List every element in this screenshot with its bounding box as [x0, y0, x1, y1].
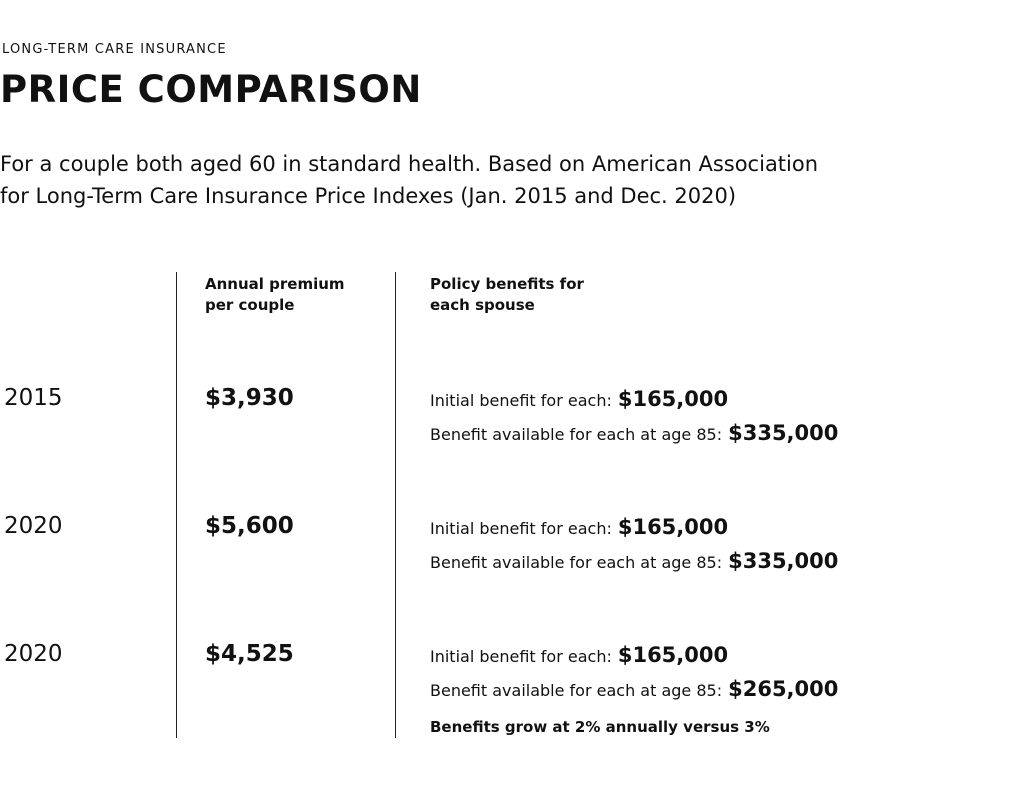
benefit-amount: $335,000: [728, 421, 839, 445]
year: 2015: [4, 385, 63, 411]
benefit-line: Benefit available for each at age 85: $33…: [430, 549, 838, 573]
benefit-line: Initial benefit for each: $165,000: [430, 515, 728, 539]
premium: $4,525: [205, 641, 294, 667]
benefit-line: Initial benefit for each: $165,000: [430, 387, 728, 411]
year: 2020: [4, 641, 63, 667]
premium: $3,930: [205, 385, 294, 411]
column-header: Policy benefits for each spouse: [430, 274, 584, 316]
benefit-amount: $165,000: [617, 387, 729, 411]
benefit-amount: $335,000: [728, 549, 839, 573]
premium: $5,600: [205, 513, 294, 539]
benefit-amount: $265,000: [728, 677, 839, 701]
column-header: Annual premium per couple: [205, 274, 345, 316]
column-divider: [395, 272, 396, 738]
subtitle-line: For a couple both aged 60 in standard he…: [0, 152, 819, 176]
note: Benefits grow at 2% annually versus 3%: [430, 718, 770, 736]
column-header-line: Annual premium: [205, 275, 345, 293]
column-header-line: Policy benefits for: [430, 275, 584, 293]
benefit-label: Initial benefit for each:: [430, 647, 612, 666]
benefit-line: Benefit available for each at age 85: $33…: [430, 421, 838, 445]
benefit-label: Benefit available for each at age 85:: [430, 425, 723, 444]
benefit-line: Initial benefit for each: $165,000: [430, 643, 728, 667]
benefit-amount: $165,000: [617, 643, 729, 667]
column-divider: [176, 272, 177, 738]
title: PRICE COMPARISON: [0, 68, 422, 111]
column-header-line: per couple: [205, 296, 295, 314]
benefit-amount: $165,000: [617, 515, 729, 539]
benefit-label: Benefit available for each at age 85:: [430, 681, 723, 700]
benefit-label: Initial benefit for each:: [430, 391, 612, 410]
benefit-label: Initial benefit for each:: [430, 519, 612, 538]
column-header-line: each spouse: [430, 296, 535, 314]
benefit-label: Benefit available for each at age 85:: [430, 553, 723, 572]
subtitle-line: for Long-Term Care Insurance Price Index…: [0, 184, 737, 208]
benefit-line: Benefit available for each at age 85: $26…: [430, 677, 838, 701]
year: 2020: [4, 513, 63, 539]
kicker: LONG-TERM CARE INSURANCE: [2, 42, 227, 57]
